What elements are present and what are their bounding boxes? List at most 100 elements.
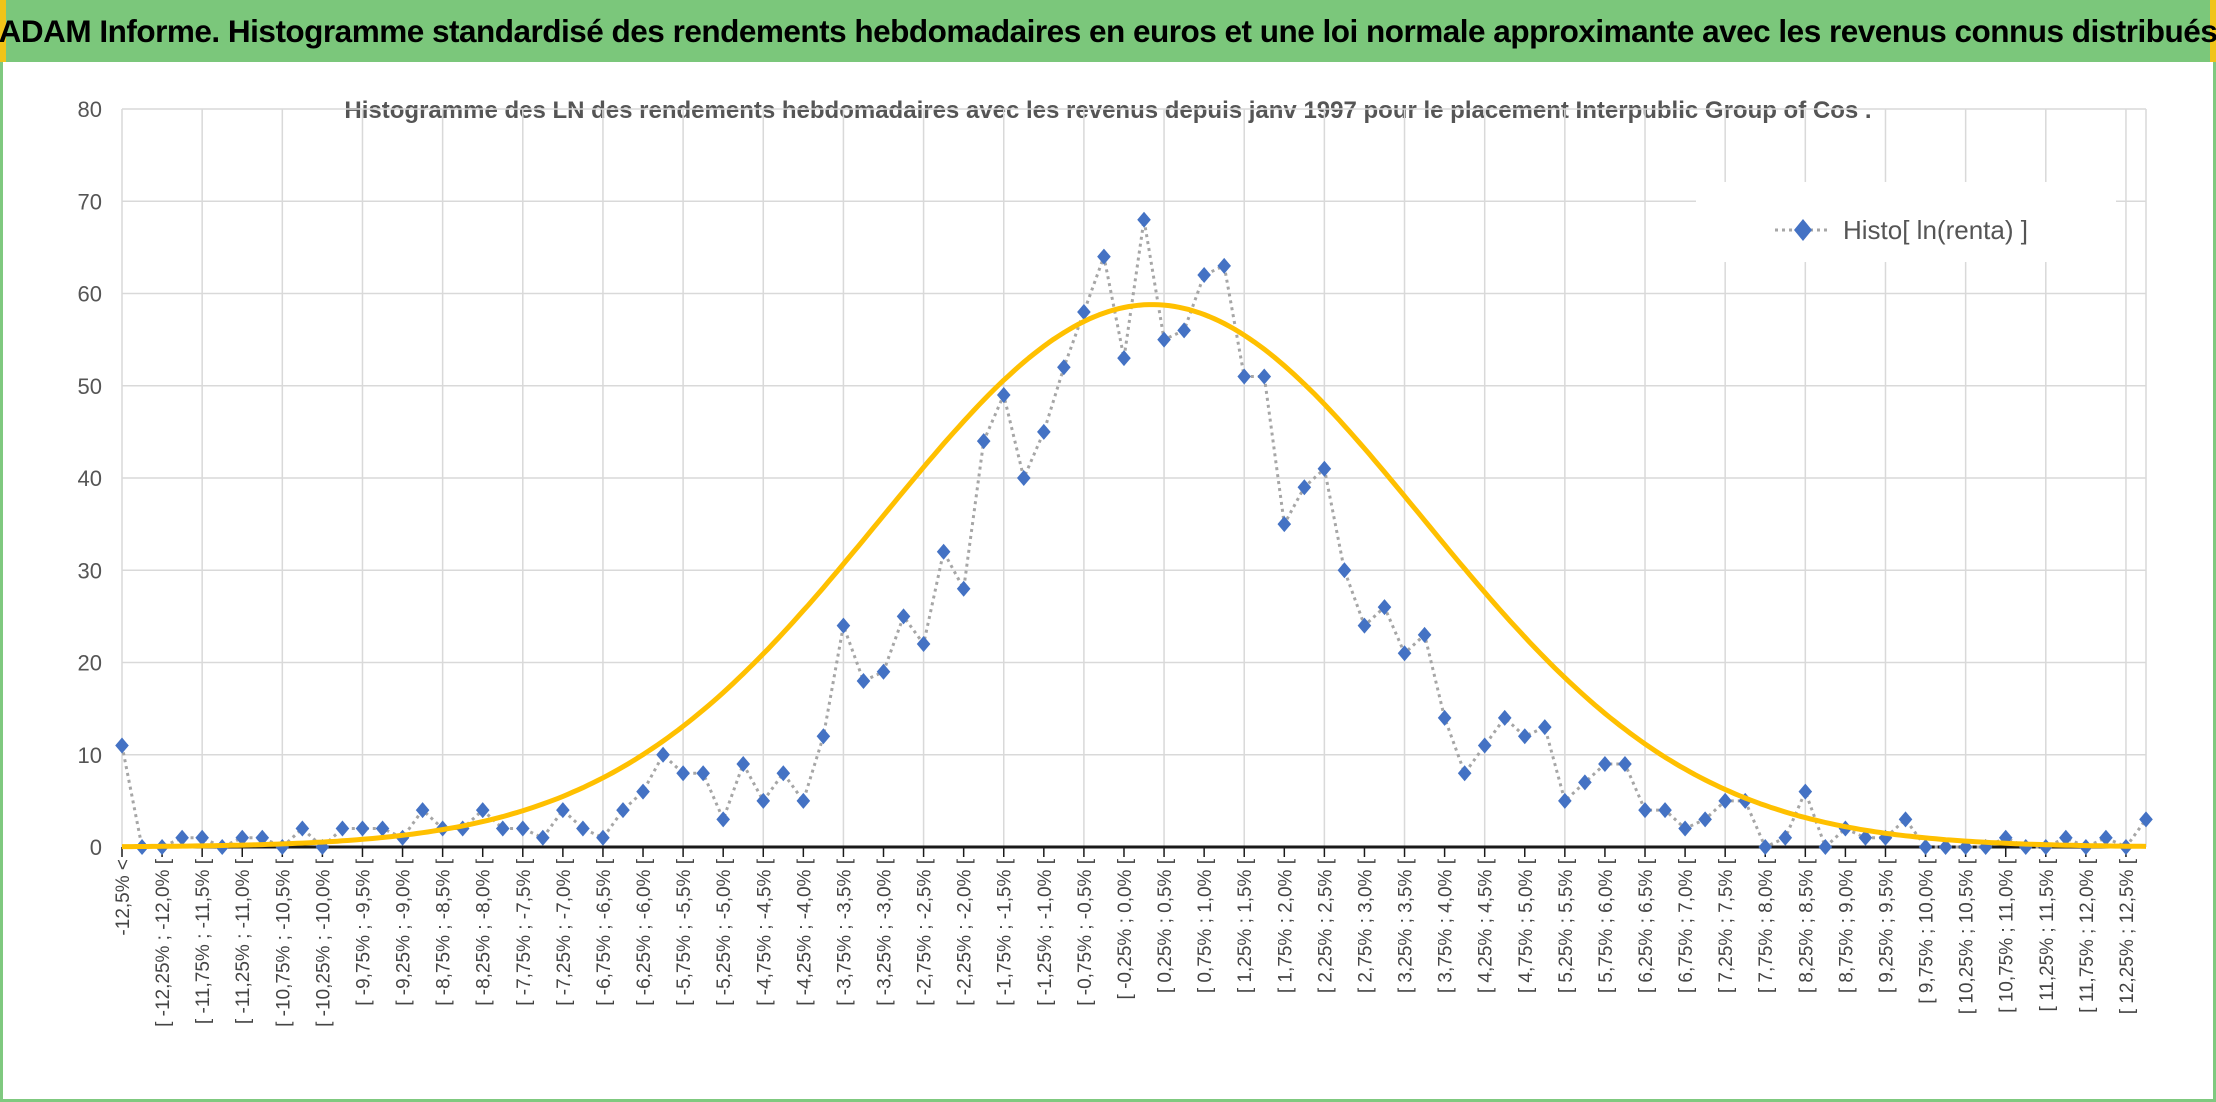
x-tick-label: [ 3,25% ; 3,5% [	[1396, 858, 1417, 993]
x-tick-label: [ -11,25% ; -11,0% [	[233, 858, 254, 1024]
x-tick-label: [ -1,25% ; -1,0% [	[1035, 858, 1056, 1006]
y-tick-label: 20	[78, 651, 102, 676]
x-tick-label: [ 9,75% ; 10,0% [	[1917, 858, 1938, 1003]
histogram-point	[1057, 359, 1071, 376]
histogram-point	[776, 765, 791, 782]
x-tick-label: [ 2,25% ; 2,5% [	[1315, 858, 1336, 993]
x-tick-label: [ -5,25% ; -5,0% [	[714, 858, 735, 1006]
histogram-point	[556, 802, 570, 819]
histogram-point	[2099, 829, 2113, 846]
histogram-point	[876, 663, 891, 680]
histogram-point	[1778, 829, 1793, 846]
histogram-point	[2139, 811, 2153, 828]
x-tick-label: [ -4,25% ; -4,0% [	[794, 858, 815, 1006]
x-tick-label: [ -9,75% ; -9,5% [	[353, 858, 374, 1006]
x-tick-label: [ 3,75% ; 4,0% [	[1436, 858, 1457, 993]
histogram-point	[1016, 470, 1031, 486]
x-tick-label: [ -11,75% ; -11,5% [	[193, 858, 214, 1024]
histogram-point	[1217, 257, 1231, 274]
histogram-point	[1177, 322, 1191, 339]
histogram-point	[255, 829, 270, 846]
x-tick-label: [ 4,75% ; 5,0% [	[1516, 858, 1537, 993]
legend-marker-icon	[1794, 219, 1812, 241]
histogram-point	[495, 820, 510, 837]
histogram-point	[475, 802, 490, 819]
y-tick-label: 50	[78, 374, 102, 399]
x-tick-label: [ 9,25% ; 9,5% [	[1876, 858, 1897, 993]
histogram-point	[1918, 839, 1933, 855]
legend: Histo[ ln(renta) ]	[1696, 182, 2116, 262]
histogram-point	[1938, 839, 1953, 855]
histogram-point	[1197, 267, 1211, 284]
x-tick-label: [ -7,25% ; -7,0% [	[554, 858, 575, 1006]
histogram-point	[1618, 755, 1632, 772]
histogram-point	[1678, 820, 1692, 837]
histogram-point	[235, 829, 250, 846]
histogram-point	[1898, 811, 1913, 828]
x-tick-label: [ 6,75% ; 7,0% [	[1676, 858, 1697, 993]
histogram-point	[1497, 709, 1512, 726]
histogram-point	[536, 829, 550, 846]
histogram-point	[1718, 792, 1732, 809]
x-tick-label: [ 7,25% ; 7,5% [	[1716, 858, 1737, 993]
normal-curve-line	[122, 302, 2147, 850]
histogram-point	[896, 608, 911, 625]
x-tick-label: [ 8,75% ; 9,0% [	[1836, 858, 1857, 993]
x-tick-label: [ 4,25% ; 4,5% [	[1476, 858, 1497, 993]
x-tick-label: [ 7,75% ; 8,0% [	[1756, 858, 1777, 993]
histogram-point	[415, 802, 430, 819]
grid	[121, 108, 2147, 847]
x-axis-ticks: -12,5% < [ -12,25% ; -12,0% [[ -11,75% ; …	[113, 847, 2138, 1027]
y-tick-label: 70	[78, 189, 102, 214]
histogram-point	[1077, 303, 1091, 320]
x-tick-label: [ -2,25% ; -2,0% [	[955, 858, 976, 1006]
histogram-line	[120, 219, 2148, 850]
x-tick-label: [ 1,75% ; 2,0% [	[1275, 858, 1296, 993]
histogram-point	[736, 755, 751, 772]
x-tick-label: [ -9,25% ; -9,0% [	[394, 858, 415, 1006]
histogram-point	[1257, 368, 1272, 385]
histogram-point	[2059, 829, 2073, 846]
y-tick-label: 30	[78, 558, 102, 583]
histogram-point	[1037, 423, 1051, 440]
histogram-point	[1397, 645, 1412, 662]
x-tick-label: [ 1,25% ; 1,5% [	[1235, 858, 1256, 993]
x-tick-label: [ -2,75% ; -2,5% [	[915, 858, 936, 1006]
histogram-point	[1317, 460, 1332, 477]
y-tick-label: 0	[90, 835, 102, 860]
x-tick-label: [ -5,75% ; -5,5% [	[674, 858, 695, 1006]
report-banner: ADAM Informe. Histogramme standardisé de…	[0, 0, 2216, 62]
x-tick-label: [ 11,75% ; 12,0% [	[2077, 858, 2098, 1013]
histogram-point	[1798, 783, 1813, 800]
histogram-point	[856, 672, 871, 689]
histogram-point	[996, 386, 1011, 403]
histogram-point	[676, 765, 690, 782]
histogram-point	[1698, 811, 1712, 828]
histogram-point	[656, 746, 670, 763]
histogram-point	[756, 792, 771, 809]
x-tick-label: [ -1,75% ; -1,5% [	[995, 858, 1016, 1006]
histogram-point	[1638, 802, 1652, 819]
y-tick-label: 80	[78, 97, 102, 122]
y-tick-label: 10	[78, 743, 102, 768]
x-tick-label: [ 10,25% ; 10,5% [	[1957, 858, 1978, 1014]
x-tick-label: [ -6,75% ; -6,5% [	[594, 858, 615, 1006]
x-tick-label: [ -10,75% ; -10,5% [	[273, 858, 294, 1027]
y-tick-label: 60	[78, 282, 102, 307]
histogram-point	[1477, 737, 1492, 754]
y-axis-ticks: 0 10 20 30 40 50 60 70 80	[78, 97, 102, 860]
histogram-point	[716, 811, 730, 828]
histogram-point	[1377, 599, 1392, 616]
chart-title: Histogramme des LN des rendements hebdom…	[344, 97, 1871, 124]
histogram-point	[1417, 626, 1432, 643]
histogram-point	[335, 820, 350, 837]
x-tick-label: [ -12,25% ; -12,0% [	[153, 858, 174, 1027]
histogram-point	[616, 802, 630, 819]
histogram-point	[1538, 719, 1552, 736]
legend-label: Histo[ ln(renta) ]	[1843, 215, 2028, 245]
histogram-point	[576, 820, 590, 837]
x-tick-label: [ 0,75% ; 1,0% [	[1195, 858, 1216, 993]
histogram-point	[1357, 617, 1372, 634]
histogram-point	[796, 792, 811, 809]
histogram-chart: Histogramme des LN des rendements hebdom…	[78, 97, 2153, 1027]
